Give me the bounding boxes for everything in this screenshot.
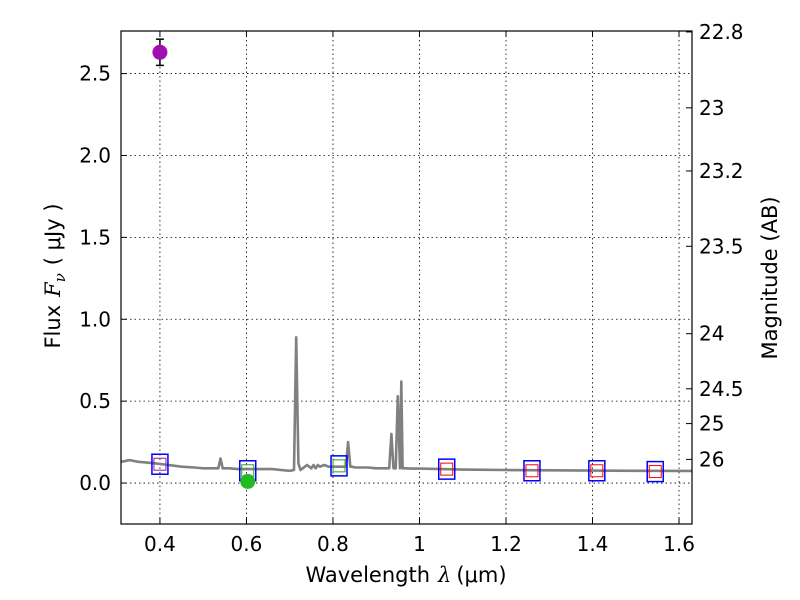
- observed-point: [152, 44, 168, 60]
- mag-tick-label: 25: [699, 412, 724, 436]
- filter-square: [648, 465, 662, 479]
- plot-area: [120, 38, 692, 489]
- model-flux-square: [588, 460, 606, 482]
- axis-ticks: 0.4 0.6 0.8 1 1.2 1.4 1.6 0.0 0.5 1.0 1.5 2.0 2.5 22.…: [79, 20, 743, 556]
- mag-tick-label: 24: [699, 322, 724, 346]
- x-axis-title: Wavelength λ (μm): [305, 563, 506, 587]
- y-tick-label: 0.0: [79, 471, 111, 495]
- x-tick-label: 1.6: [663, 532, 695, 556]
- model-flux-square: [437, 458, 456, 480]
- mag-tick-label: 26: [699, 447, 724, 471]
- y-tick-label: 0.5: [79, 389, 111, 413]
- x-tick-label: 0.4: [144, 532, 176, 556]
- y-tick-label: 2.5: [79, 62, 111, 86]
- model-flux-square: [646, 460, 664, 483]
- x-tick-label: 0.8: [317, 532, 349, 556]
- filter-square: [153, 457, 167, 471]
- mag-tick-label: 23.5: [699, 234, 744, 258]
- filter-square: [332, 459, 346, 473]
- y-tick-label: 1.0: [79, 307, 111, 331]
- model-flux-square: [523, 460, 541, 482]
- y-tick-label: 2.0: [79, 143, 111, 167]
- x-tick-label: 1.4: [577, 532, 609, 556]
- plot-frame: [120, 30, 693, 525]
- mag-tick-label: 24.5: [699, 377, 744, 401]
- y-tick-label: 1.5: [79, 225, 111, 249]
- x-tick-label: 1.2: [490, 532, 522, 556]
- filter-square: [525, 464, 539, 478]
- magnitude-axis-title: Magnitude (AB): [758, 196, 782, 359]
- model-flux-square: [330, 455, 348, 477]
- observed-point: [240, 473, 256, 489]
- filter-square: [440, 462, 454, 476]
- grid-lines: [121, 31, 692, 524]
- x-tick-label: 1: [413, 532, 426, 556]
- x-tick-label: 0.6: [231, 532, 263, 556]
- mag-tick-label: 22.8: [699, 20, 744, 44]
- filter-square: [590, 464, 604, 478]
- spectrum-line: [120, 335, 692, 473]
- y-axis-title: FluxFν( μJy ): [41, 203, 69, 348]
- mag-tick-label: 23: [699, 96, 724, 120]
- model-flux-square: [151, 453, 169, 475]
- mag-tick-label: 23.2: [699, 159, 744, 183]
